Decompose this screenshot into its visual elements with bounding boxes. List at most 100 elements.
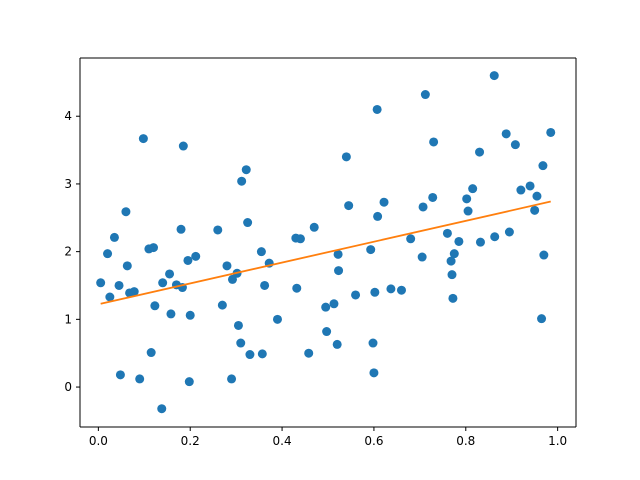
data-point-7 bbox=[122, 261, 132, 271]
data-point-67 bbox=[396, 285, 406, 295]
data-point-95 bbox=[538, 161, 548, 171]
data-point-52 bbox=[329, 299, 339, 309]
data-point-64 bbox=[373, 211, 383, 221]
data-point-93 bbox=[532, 191, 542, 201]
axes bbox=[79, 57, 577, 428]
data-point-27 bbox=[191, 251, 201, 261]
x-tick-label-1: 0.2 bbox=[181, 434, 200, 448]
data-point-87 bbox=[501, 129, 511, 139]
data-point-0 bbox=[96, 278, 106, 288]
fit-line-layer bbox=[100, 200, 551, 305]
data-point-65 bbox=[379, 197, 389, 207]
data-point-39 bbox=[245, 350, 255, 360]
data-point-3 bbox=[109, 232, 119, 242]
data-point-66 bbox=[386, 284, 396, 294]
y-tick-label-2: 2 bbox=[64, 245, 72, 259]
data-point-47 bbox=[295, 234, 305, 244]
data-point-28 bbox=[213, 225, 223, 235]
data-point-82 bbox=[468, 184, 478, 194]
data-point-49 bbox=[309, 222, 319, 232]
data-point-23 bbox=[178, 141, 188, 151]
y-axis-ticks: 0 1 2 3 4 bbox=[64, 109, 80, 394]
data-point-29 bbox=[217, 300, 227, 310]
data-point-38 bbox=[243, 218, 253, 228]
y-tick-label-0: 0 bbox=[64, 380, 72, 394]
data-point-88 bbox=[504, 227, 514, 237]
data-point-1 bbox=[103, 249, 113, 259]
data-point-96 bbox=[539, 250, 549, 260]
data-point-60 bbox=[368, 338, 378, 348]
x-tick-label-0: 0.0 bbox=[89, 434, 108, 448]
data-point-36 bbox=[237, 176, 247, 186]
data-point-31 bbox=[227, 374, 237, 384]
data-point-34 bbox=[233, 320, 243, 330]
data-point-48 bbox=[304, 348, 314, 358]
x-tick-label-2: 0.4 bbox=[273, 434, 292, 448]
data-point-86 bbox=[490, 232, 500, 242]
y-tick-label-1: 1 bbox=[64, 312, 72, 326]
data-point-57 bbox=[344, 201, 354, 211]
x-axis-ticks: 0.0 0.2 0.4 0.6 0.8 1.0 bbox=[89, 427, 567, 448]
data-point-89 bbox=[510, 140, 520, 150]
data-point-75 bbox=[446, 256, 456, 266]
data-point-24 bbox=[183, 255, 193, 265]
data-point-32 bbox=[227, 274, 237, 284]
data-point-18 bbox=[165, 269, 175, 279]
data-point-21 bbox=[176, 224, 186, 234]
data-point-85 bbox=[489, 71, 499, 81]
x-tick-label-3: 0.6 bbox=[364, 434, 383, 448]
data-point-5 bbox=[115, 370, 125, 380]
data-point-76 bbox=[447, 270, 457, 280]
data-point-15 bbox=[150, 301, 160, 311]
data-point-14 bbox=[148, 243, 158, 253]
data-point-68 bbox=[406, 234, 416, 244]
data-point-63 bbox=[372, 104, 382, 114]
y-tick-label-3: 3 bbox=[64, 177, 72, 191]
scatter-points bbox=[96, 71, 556, 414]
data-point-46 bbox=[292, 283, 302, 293]
data-point-37 bbox=[241, 165, 251, 175]
data-point-10 bbox=[135, 374, 145, 384]
data-point-40 bbox=[256, 247, 266, 257]
data-point-97 bbox=[546, 127, 556, 137]
data-point-11 bbox=[138, 134, 148, 144]
data-point-81 bbox=[463, 206, 473, 216]
data-point-61 bbox=[369, 368, 379, 378]
data-point-69 bbox=[417, 252, 427, 262]
x-tick-label-5: 1.0 bbox=[548, 434, 567, 448]
data-point-92 bbox=[530, 205, 540, 215]
data-point-50 bbox=[321, 302, 331, 312]
data-point-19 bbox=[166, 309, 176, 319]
fit-line bbox=[100, 200, 551, 305]
data-point-44 bbox=[272, 314, 282, 324]
data-point-13 bbox=[146, 348, 156, 358]
data-point-2 bbox=[105, 292, 115, 302]
data-point-79 bbox=[454, 236, 464, 246]
data-point-9 bbox=[129, 287, 139, 297]
data-point-17 bbox=[158, 278, 168, 288]
x-tick-label-4: 0.8 bbox=[456, 434, 475, 448]
data-point-73 bbox=[429, 137, 439, 147]
data-point-70 bbox=[418, 202, 428, 212]
data-point-55 bbox=[334, 266, 344, 276]
data-point-74 bbox=[442, 228, 452, 238]
data-point-53 bbox=[332, 339, 342, 349]
data-point-77 bbox=[448, 293, 458, 303]
data-point-91 bbox=[525, 181, 535, 191]
data-point-41 bbox=[257, 349, 267, 359]
y-tick-label-4: 4 bbox=[64, 109, 72, 123]
data-point-26 bbox=[185, 310, 195, 320]
data-point-4 bbox=[114, 280, 124, 290]
data-point-90 bbox=[516, 185, 526, 195]
data-point-78 bbox=[449, 249, 459, 259]
data-point-71 bbox=[420, 90, 430, 100]
data-point-54 bbox=[333, 249, 343, 259]
data-point-30 bbox=[222, 261, 232, 271]
data-point-25 bbox=[184, 377, 194, 387]
data-point-42 bbox=[260, 280, 270, 290]
data-point-72 bbox=[428, 192, 438, 202]
data-point-83 bbox=[475, 147, 485, 157]
data-point-56 bbox=[341, 152, 351, 162]
